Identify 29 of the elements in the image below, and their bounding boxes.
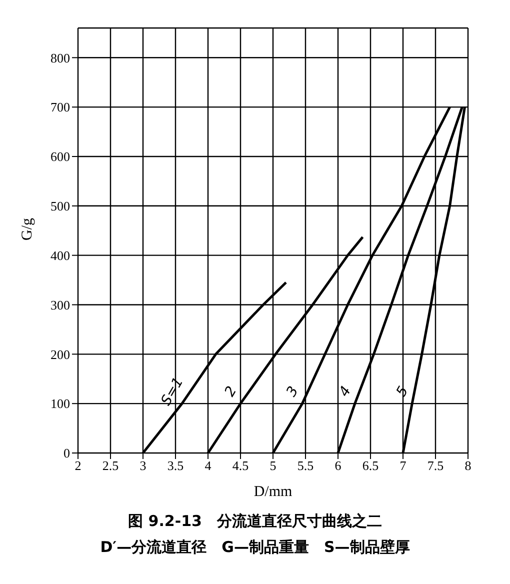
y-tick-label: 100 bbox=[50, 396, 70, 412]
y-axis-title: G/g bbox=[19, 218, 36, 240]
x-tick-label: 2.5 bbox=[102, 458, 119, 474]
x-tick-label: 4 bbox=[204, 458, 212, 474]
y-tick-label: 700 bbox=[50, 100, 70, 115]
x-tick-label: 7.5 bbox=[427, 458, 444, 474]
text: 4 bbox=[336, 384, 355, 400]
caption: 图 9.2-13 分流道直径尺寸曲线之二 bbox=[127, 511, 383, 532]
x-tick-label: 3.5 bbox=[167, 458, 184, 474]
text: D′—分流道直径 G—制品重量 S—制品壁厚 bbox=[99, 537, 411, 558]
y-tick-label: 0 bbox=[64, 446, 70, 461]
y-tick-label: 400 bbox=[50, 248, 70, 263]
x-tick-label: 2 bbox=[74, 458, 82, 474]
x-tick-label: 6 bbox=[334, 458, 342, 474]
text: 3 bbox=[284, 384, 302, 400]
y-tick-label: 200 bbox=[50, 346, 70, 362]
y-tick-label: 300 bbox=[50, 297, 70, 312]
y-tick-label: 600 bbox=[50, 149, 70, 164]
text: 2 bbox=[222, 384, 240, 400]
x-tick-label: 5.5 bbox=[297, 458, 314, 474]
y-tick-label: 800 bbox=[50, 50, 70, 66]
y-tick-label: 500 bbox=[50, 198, 70, 214]
x-tick-label: 6.5 bbox=[362, 458, 379, 474]
x-tick-label: 8 bbox=[464, 458, 472, 474]
x-tick-label: 4.5 bbox=[232, 458, 249, 474]
x-tick-label: 3 bbox=[140, 458, 146, 474]
x-tick-label: 5 bbox=[270, 458, 276, 474]
x-tick-label: 7 bbox=[400, 458, 407, 474]
x-axis-title: D/mm bbox=[254, 484, 292, 500]
